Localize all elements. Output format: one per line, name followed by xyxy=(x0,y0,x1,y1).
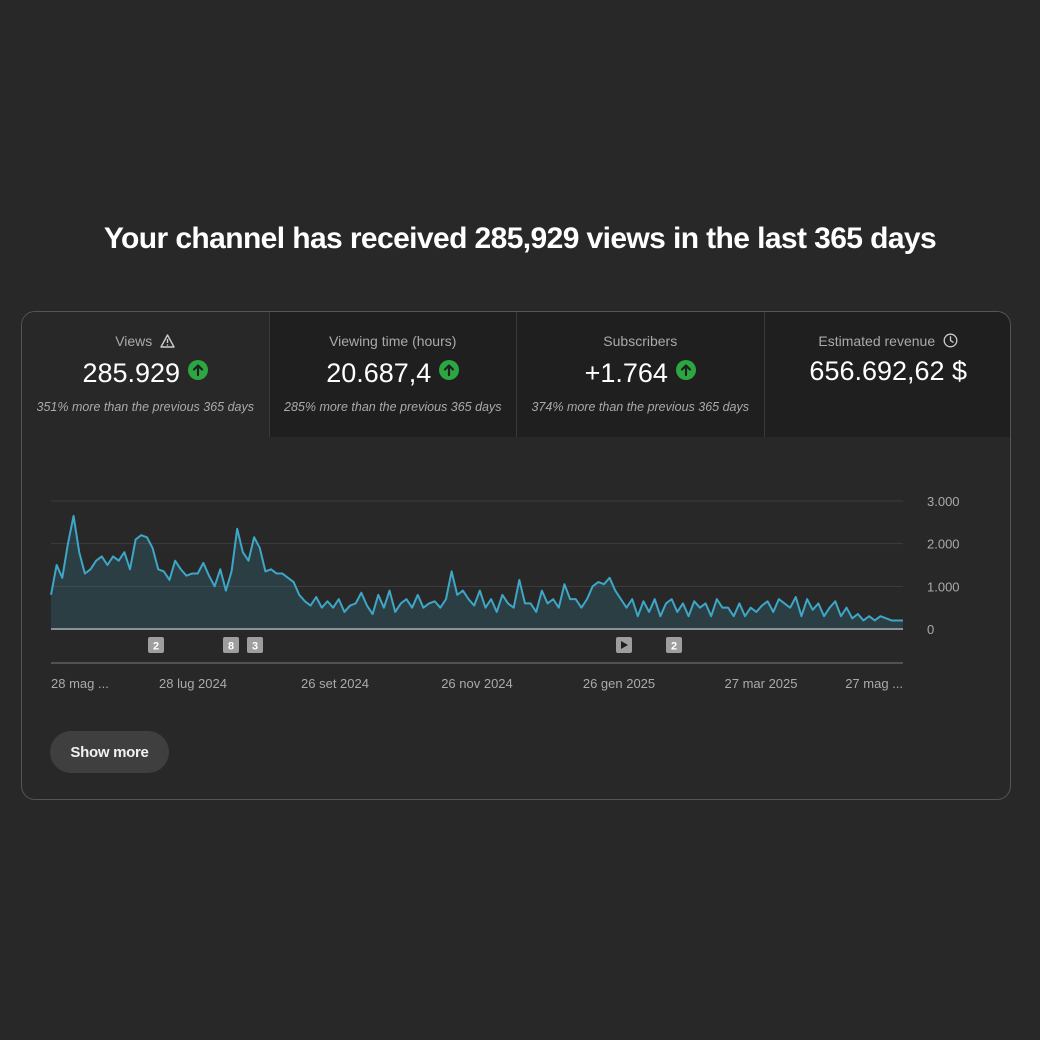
y-tick-label: 3.000 xyxy=(927,494,960,509)
annotation-label: 2 xyxy=(153,641,159,653)
x-tick-label: 26 nov 2024 xyxy=(441,676,513,691)
tab-views[interactable]: Views 285.929 351% more than the previou… xyxy=(22,312,270,437)
clock-icon xyxy=(943,333,958,351)
tab-subscribers[interactable]: Subscribers +1.764 374% more than the pr… xyxy=(517,312,765,437)
annotation-marker xyxy=(148,637,164,653)
x-tick-label: 28 mag ... xyxy=(51,676,109,691)
metric-value: 656.692,62 $ xyxy=(809,356,968,386)
annotation-label: 8 xyxy=(228,641,234,653)
metric-value: +1.764 xyxy=(584,358,668,388)
views-chart: 3.000 2.000 1.000 0 2 8 3 2 28 mag ... 28 lug 202… xyxy=(50,494,960,691)
arrow-up-icon xyxy=(675,356,696,380)
arrow-up-icon xyxy=(188,356,209,380)
warning-icon xyxy=(160,334,175,351)
y-tick-label: 0 xyxy=(927,622,934,637)
tab-label: Viewing time (hours) xyxy=(329,333,457,349)
arrow-up-icon xyxy=(439,356,460,380)
y-tick-label: 1.000 xyxy=(927,579,960,594)
y-tick-label: 2.000 xyxy=(927,537,960,552)
show-more-button[interactable]: Show more xyxy=(50,731,169,773)
annotation-marker xyxy=(666,637,682,653)
analytics-card: Views 285.929 351% more than the previou… xyxy=(21,311,1011,800)
tab-viewing-time[interactable]: Viewing time (hours) 20.687,4 285% more … xyxy=(269,312,517,437)
annotation-label: 2 xyxy=(671,641,677,653)
x-tick-label: 27 mar 2025 xyxy=(725,676,798,691)
metric-value: 285.929 xyxy=(82,358,181,388)
play-icon xyxy=(621,641,628,649)
series-line xyxy=(50,514,903,622)
x-tick-label: 26 set 2024 xyxy=(301,676,369,691)
metric-tabs: Views 285.929 351% more than the previou… xyxy=(22,312,1010,437)
metric-comparison: 285% more than the previous 365 days xyxy=(284,400,502,414)
annotation-marker xyxy=(223,637,239,653)
page-title: Your channel has received 285,929 views … xyxy=(103,222,937,255)
x-tick-label: 26 gen 2025 xyxy=(583,676,655,691)
series-area xyxy=(51,515,903,629)
tab-label: Views xyxy=(115,333,153,349)
metric-value: 20.687,4 xyxy=(326,358,432,388)
x-tick-label: 27 mag ... xyxy=(845,676,903,691)
metric-comparison: 351% more than the previous 365 days xyxy=(36,400,255,414)
metric-comparison: 374% more than the previous 365 days xyxy=(531,400,750,414)
annotation-marker xyxy=(247,637,263,653)
tab-label: Estimated revenue xyxy=(818,333,936,349)
tab-label: Subscribers xyxy=(603,333,678,349)
x-tick-label: 28 lug 2024 xyxy=(159,676,227,691)
tab-estimated-revenue[interactable]: Estimated revenue 656.692,62 $ xyxy=(764,312,1010,437)
annotation-label: 3 xyxy=(252,641,258,653)
